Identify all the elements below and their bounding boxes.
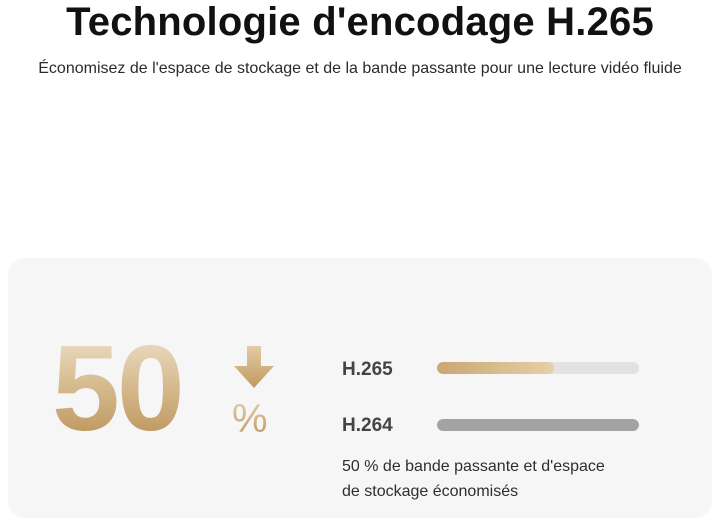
- codec-label-h265: H.265: [342, 359, 393, 380]
- percent-symbol: %: [232, 397, 268, 441]
- progress-fill-h264: [437, 419, 639, 431]
- page-title: Technologie d'encodage H.265: [66, 0, 654, 44]
- codec-label-h264: H.264: [342, 415, 393, 436]
- caption-line-2: de stockage économisés: [342, 483, 519, 500]
- savings-number: 50: [52, 320, 185, 456]
- comparison-card: 50 % H.265 H.264 50 % de bande passante …: [8, 258, 712, 518]
- page-subtitle: Économisez de l'espace de stockage et de…: [38, 60, 682, 77]
- progress-track-h265: [437, 362, 639, 374]
- progress-track-h264: [437, 419, 639, 431]
- down-arrow-icon: [234, 346, 274, 388]
- progress-fill-h265: [437, 362, 555, 374]
- savings-caption: 50 % de bande passante et d'espace de st…: [342, 454, 662, 504]
- caption-line-1: 50 % de bande passante et d'espace: [342, 458, 605, 475]
